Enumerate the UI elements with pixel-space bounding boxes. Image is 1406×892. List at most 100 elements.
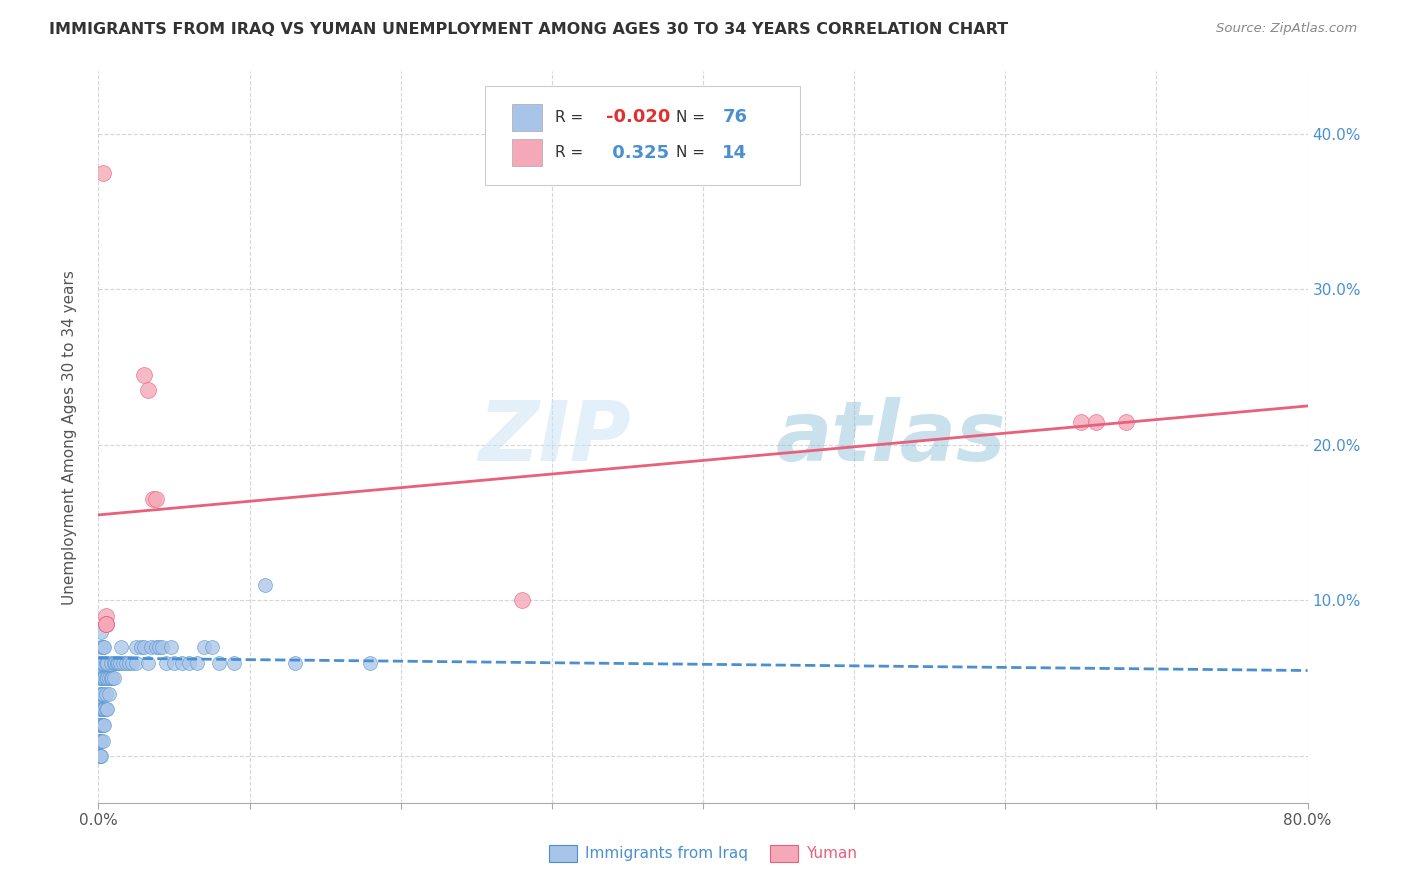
Point — [101, 671, 124, 685]
Point — [91, 718, 114, 732]
Point — [93, 702, 115, 716]
Point — [89, 671, 111, 685]
Point — [100, 671, 122, 685]
Text: 76: 76 — [723, 109, 748, 127]
Text: IMMIGRANTS FROM IRAQ VS YUMAN UNEMPLOYMENT AMONG AGES 30 TO 34 YEARS CORRELATION: IMMIGRANTS FROM IRAQ VS YUMAN UNEMPLOYME… — [49, 22, 1008, 37]
Point — [94, 616, 117, 631]
Point — [89, 718, 111, 732]
Point — [142, 492, 165, 507]
Point — [132, 368, 155, 382]
Point — [1085, 415, 1108, 429]
Point — [160, 640, 183, 655]
Text: 14: 14 — [723, 144, 748, 161]
Point — [89, 733, 111, 747]
Point — [90, 640, 112, 655]
Point — [91, 640, 114, 655]
Point — [163, 656, 186, 670]
Point — [91, 702, 114, 716]
Point — [98, 671, 121, 685]
Point — [129, 640, 152, 655]
Point — [108, 656, 131, 670]
Point — [89, 749, 111, 764]
Point — [510, 593, 533, 607]
Point — [94, 702, 117, 716]
Point — [1115, 415, 1137, 429]
Text: R =: R = — [555, 145, 589, 160]
Point — [253, 578, 276, 592]
Point — [104, 656, 127, 670]
Point — [121, 656, 143, 670]
Point — [91, 656, 114, 670]
Point — [90, 656, 112, 670]
Point — [111, 656, 134, 670]
Point — [89, 718, 111, 732]
Point — [90, 749, 112, 764]
Point — [148, 640, 170, 655]
Text: -0.020: -0.020 — [606, 109, 671, 127]
Point — [89, 749, 111, 764]
Point — [105, 656, 128, 670]
Point — [91, 671, 114, 685]
Text: R =: R = — [555, 110, 589, 125]
Point — [89, 702, 111, 716]
Point — [93, 671, 115, 685]
Point — [284, 656, 307, 670]
Point — [96, 702, 118, 716]
Point — [91, 733, 114, 747]
Point — [94, 609, 117, 624]
Point — [93, 718, 115, 732]
Point — [360, 656, 382, 670]
Point — [114, 656, 136, 670]
Point — [103, 656, 125, 670]
FancyBboxPatch shape — [512, 138, 543, 167]
Text: Source: ZipAtlas.com: Source: ZipAtlas.com — [1216, 22, 1357, 36]
Point — [179, 656, 201, 670]
Point — [91, 165, 114, 179]
Point — [94, 687, 117, 701]
FancyBboxPatch shape — [512, 103, 543, 131]
Y-axis label: Unemployment Among Ages 30 to 34 years: Unemployment Among Ages 30 to 34 years — [62, 269, 77, 605]
Point — [98, 687, 121, 701]
Point — [94, 671, 117, 685]
Point — [110, 640, 132, 655]
Point — [125, 640, 148, 655]
Point — [1070, 415, 1092, 429]
Point — [145, 492, 167, 507]
Point — [94, 616, 117, 631]
Point — [107, 656, 129, 670]
Point — [94, 616, 117, 631]
Point — [94, 616, 117, 631]
Point — [224, 656, 246, 670]
Text: atlas: atlas — [776, 397, 1007, 477]
Point — [141, 640, 163, 655]
Point — [90, 624, 112, 639]
Point — [170, 656, 193, 670]
Point — [118, 656, 141, 670]
Point — [136, 656, 159, 670]
Point — [155, 656, 177, 670]
Point — [193, 640, 215, 655]
Point — [136, 384, 159, 398]
Point — [90, 687, 112, 701]
Point — [96, 671, 118, 685]
Point — [96, 656, 118, 670]
Point — [90, 718, 112, 732]
Point — [94, 656, 117, 670]
Point — [150, 640, 173, 655]
Point — [186, 656, 208, 670]
Text: 0.325: 0.325 — [606, 144, 669, 161]
Point — [89, 687, 111, 701]
Point — [89, 656, 111, 670]
Text: N =: N = — [676, 145, 710, 160]
Text: ZIP: ZIP — [478, 397, 630, 477]
Legend: Immigrants from Iraq, Yuman: Immigrants from Iraq, Yuman — [543, 838, 863, 868]
Point — [89, 749, 111, 764]
Point — [145, 640, 167, 655]
Point — [208, 656, 231, 670]
Point — [201, 640, 224, 655]
Point — [91, 687, 114, 701]
Point — [100, 656, 122, 670]
Point — [93, 640, 115, 655]
FancyBboxPatch shape — [485, 86, 800, 185]
Point — [90, 702, 112, 716]
